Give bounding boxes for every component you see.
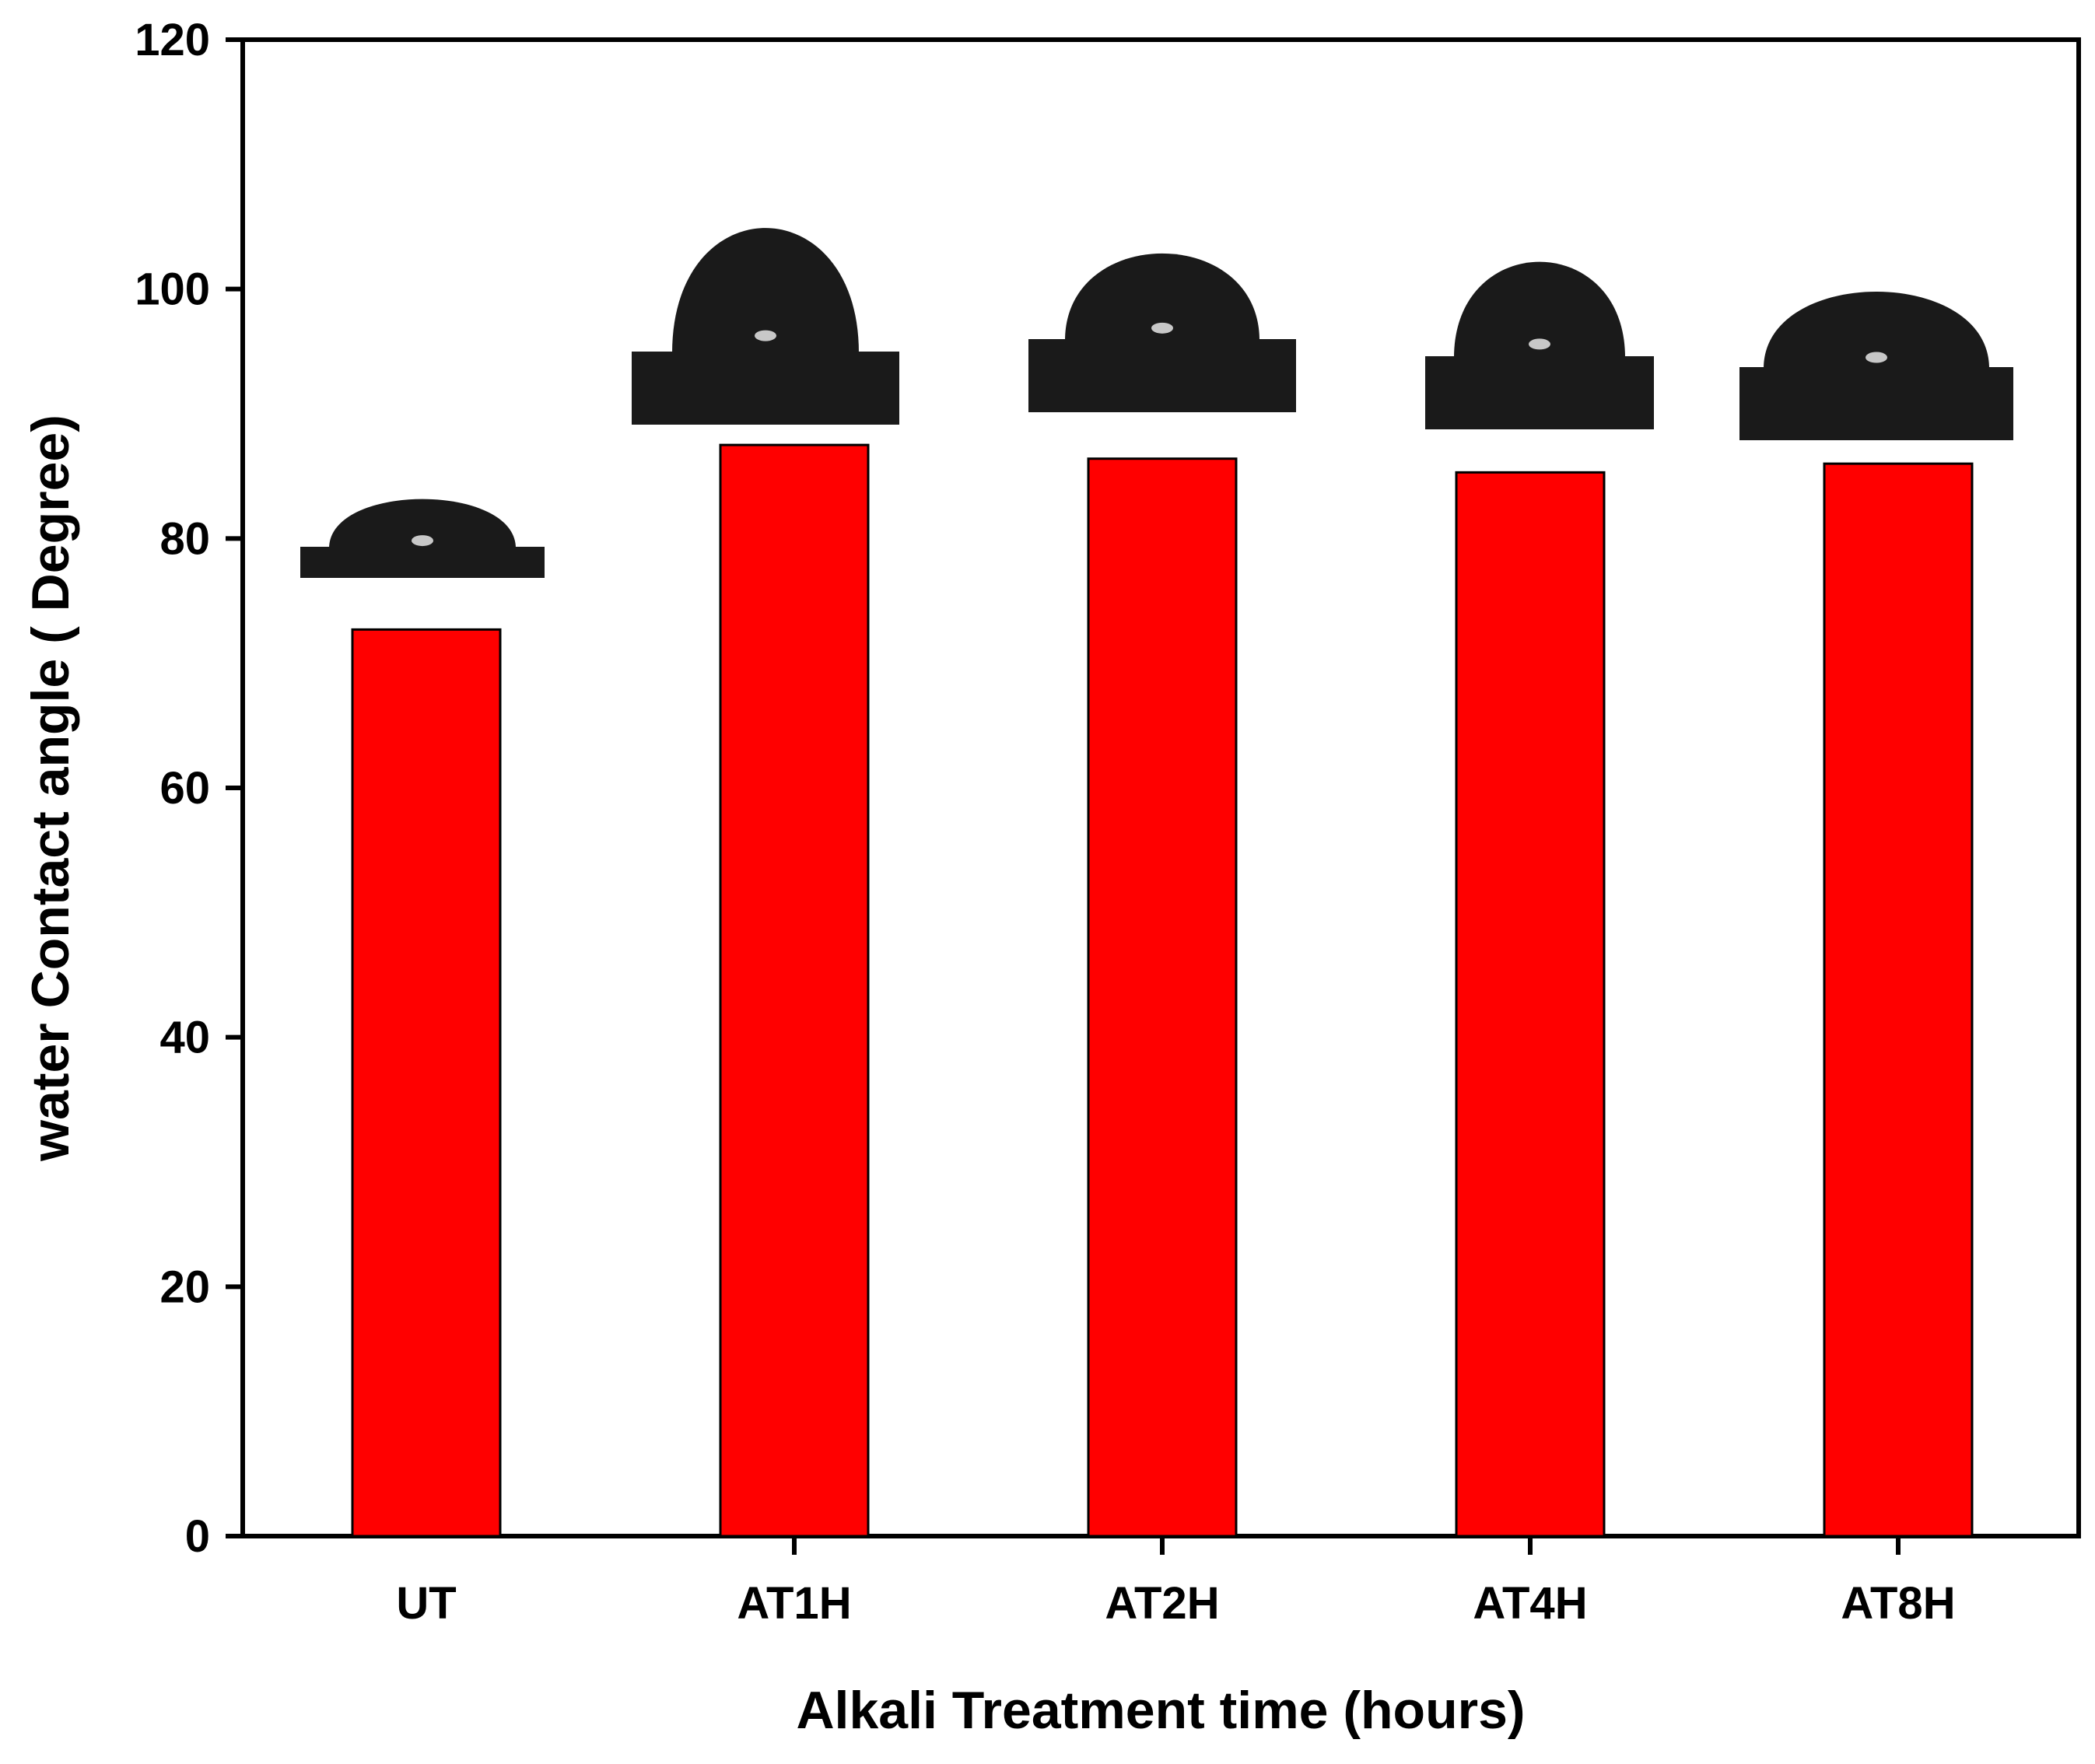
droplet-dome: [1764, 292, 1989, 369]
droplet-highlight: [412, 535, 433, 547]
bar-at4h: [1455, 471, 1606, 1538]
y-tick-label: 80: [159, 513, 210, 564]
droplet-highlight: [1866, 352, 1887, 363]
droplet-dome: [1454, 261, 1625, 358]
bar-at1h: [719, 443, 870, 1538]
y-axis-ticks: 0 20 40 60 80 100 120: [135, 15, 243, 1562]
substrate: [1028, 339, 1296, 412]
droplet-highlight: [1529, 338, 1550, 350]
y-tick-label: 100: [135, 264, 210, 315]
water-droplet-icon: [1739, 292, 2013, 440]
x-tick-label-at1h: AT1H: [737, 1578, 851, 1629]
x-axis-ticks: UT AT1H AT2H AT4H AT8H: [396, 1536, 1956, 1629]
x-axis-title: Alkali Treatment time (hours): [796, 1681, 1525, 1740]
x-tick-label-ut: UT: [396, 1578, 456, 1629]
bar-series: [351, 443, 1974, 1538]
droplet-highlight: [755, 330, 776, 341]
droplet-dome: [672, 228, 859, 353]
water-droplet-icon: [1425, 261, 1654, 429]
substrate: [1425, 356, 1654, 429]
droplet-dome: [1065, 253, 1259, 341]
water-droplet-icon: [300, 499, 545, 578]
bar-at2h: [1087, 457, 1238, 1538]
substrate: [632, 352, 899, 425]
droplet-highlight: [1151, 322, 1173, 334]
y-tick-label: 20: [159, 1262, 210, 1312]
water-droplet-icon: [632, 228, 899, 425]
y-tick-label: 120: [135, 15, 210, 65]
x-tick-label-at2h: AT2H: [1105, 1578, 1219, 1629]
droplet-insets: [300, 228, 2013, 578]
water-droplet-icon: [1028, 253, 1296, 412]
y-tick-label: 0: [185, 1511, 210, 1562]
y-axis-title: water Contact angle ( Degree): [21, 415, 80, 1162]
y-tick-label: 40: [159, 1013, 210, 1063]
bar-ut: [351, 628, 502, 1538]
x-tick-label-at4h: AT4H: [1473, 1578, 1587, 1629]
x-tick-label-at8h: AT8H: [1841, 1578, 1955, 1629]
y-tick-label: 60: [159, 763, 210, 814]
substrate: [300, 547, 545, 578]
droplet-dome: [329, 499, 516, 548]
bar-at8h: [1823, 462, 1974, 1538]
substrate: [1739, 367, 2013, 440]
